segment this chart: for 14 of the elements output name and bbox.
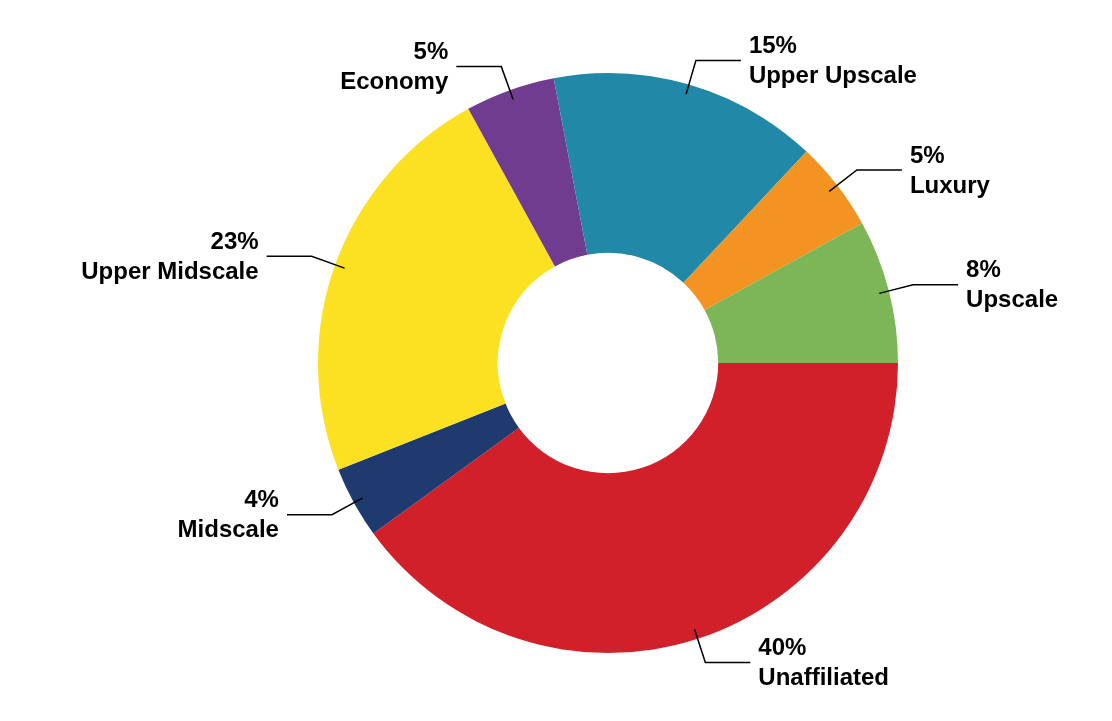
data-label: 40% (758, 633, 807, 661)
data-label: 8% (966, 255, 1001, 283)
slice-label: Upper Midscale (81, 256, 259, 284)
data-label: 15% (748, 31, 797, 59)
slice-label: Upper Upscale (748, 61, 917, 89)
slice-label: Midscale (177, 515, 279, 543)
slice-label: Upscale (966, 285, 1059, 313)
data-label: 4% (244, 485, 279, 513)
data-label: 5% (413, 37, 449, 65)
data-label: 23% (210, 226, 259, 254)
slice-label: Unaffiliated (758, 663, 890, 691)
data-label: 5% (909, 140, 945, 168)
slice-label: Economy (340, 67, 449, 95)
slice-label: Luxury (909, 170, 991, 198)
